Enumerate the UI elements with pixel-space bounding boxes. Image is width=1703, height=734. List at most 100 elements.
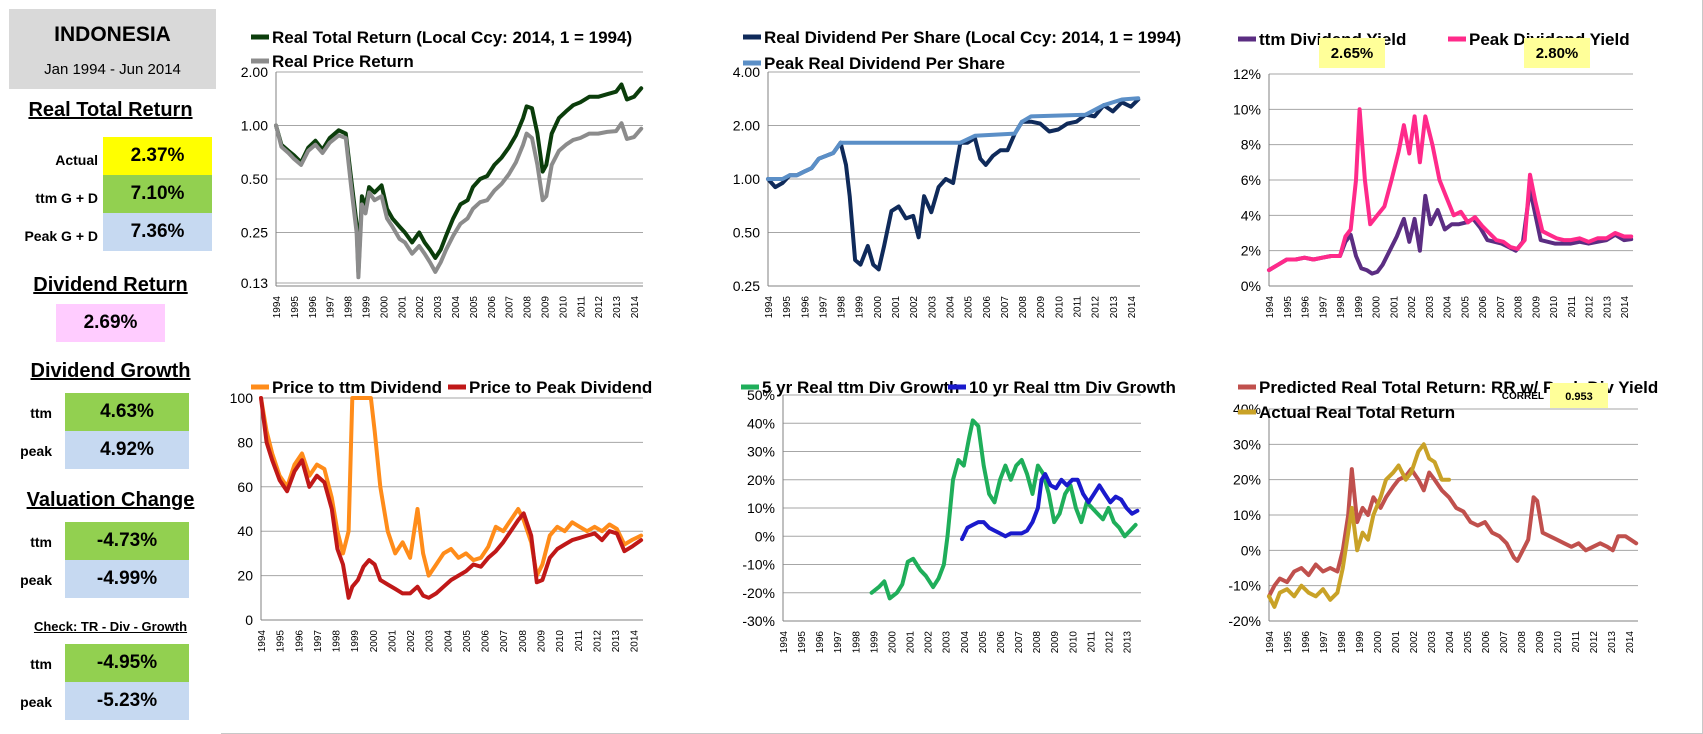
x-tick-label: 1995 xyxy=(276,630,287,653)
x-tick-label: 2006 xyxy=(1478,296,1489,319)
x-tick-label: 2013 xyxy=(612,296,623,319)
x-tick-label: 2007 xyxy=(1499,631,1510,654)
vc-peak-label: peak xyxy=(20,572,52,588)
x-tick-label: 2013 xyxy=(1109,296,1120,319)
x-tick-label: 2009 xyxy=(537,630,548,653)
legend-label-peak-real-dividend-per-share: Peak Real Dividend Per Share xyxy=(764,54,1005,73)
chart-dividend-yield: 0% 2% 4% 6% 8% 10% 12% 1994 1995 1996 1997 1998 1999… xyxy=(1233,30,1634,319)
x-tick-label: 2005 xyxy=(978,631,989,654)
x-tick-label: 1998 xyxy=(851,631,862,654)
x-tick-label: 2010 xyxy=(555,630,566,653)
x-tick-label: 2005 xyxy=(462,630,473,653)
valuation-change-heading: Valuation Change xyxy=(26,489,195,511)
x-tick-label: 2001 xyxy=(1389,296,1400,319)
x-tick-label: 1999 xyxy=(362,296,373,319)
x-tick-label: 2000 xyxy=(1372,296,1383,319)
y-tick-label: 20 xyxy=(237,568,253,584)
actual-value: 2.37% xyxy=(103,137,212,175)
x-tick-label: 2012 xyxy=(1091,296,1102,319)
x-tick-label: 2012 xyxy=(592,630,603,653)
x-tick-label: 1995 xyxy=(1283,296,1294,319)
check-ttm-value: -4.95% xyxy=(65,644,189,682)
x-tick-label: 2002 xyxy=(1409,631,1420,654)
x-tick-label: 2001 xyxy=(891,296,902,319)
x-tick-label: 1994 xyxy=(257,630,268,653)
y-tick-label: 1.00 xyxy=(733,171,760,187)
x-tick-label: 1998 xyxy=(344,296,355,319)
x-tick-label: 2012 xyxy=(1104,631,1115,654)
x-tick-label: 2000 xyxy=(1373,631,1384,654)
x-tick-label: 2001 xyxy=(387,630,398,653)
x-tick-label: 2011 xyxy=(1086,631,1097,653)
y-tick-label: 40 xyxy=(237,523,253,539)
x-tick-label: 2002 xyxy=(1407,296,1418,319)
x-tick-label: 1995 xyxy=(290,296,301,319)
y-tick-label: 0.50 xyxy=(241,171,268,187)
dividend-return-value: 2.69% xyxy=(56,304,165,342)
chart-predicted-vs-actual: -20% -10% 0% 10% 20% 30% 40% 1994 1995 1996 1997 19… xyxy=(1228,378,1658,654)
x-tick-label: 1996 xyxy=(1301,296,1312,319)
x-tick-label: 2005 xyxy=(964,296,975,319)
chart-panel-price-to-dividend: 0 20 40 60 80 100 1994 1995 1996 1997 1998 1999 2000… xyxy=(221,362,714,734)
x-tick-label: 2004 xyxy=(1443,296,1454,319)
x-tick-label: 2008 xyxy=(518,630,529,653)
x-tick-label: 1998 xyxy=(332,630,343,653)
x-tick-label: 2008 xyxy=(1517,631,1528,654)
x-tick-label: 2006 xyxy=(487,296,498,319)
y-tick-label: 40% xyxy=(1233,401,1261,417)
y-tick-label: 0% xyxy=(1241,542,1261,558)
actual-label: Actual xyxy=(55,152,98,168)
y-tick-label: -20% xyxy=(742,585,775,601)
x-tick-label: 2009 xyxy=(1531,296,1542,319)
series-line-predicted-real-total-return-rr-w-peak-div-yield xyxy=(1267,467,1639,599)
y-tick-label: 30% xyxy=(747,444,775,460)
x-tick-label: 2005 xyxy=(469,296,480,319)
x-tick-label: 1996 xyxy=(308,296,319,319)
y-tick-label: 0% xyxy=(755,528,775,544)
series-line-real-total-return-local-ccy-2014-1-1994 xyxy=(274,82,644,274)
x-tick-label: 2003 xyxy=(927,296,938,319)
x-tick-label: 2003 xyxy=(433,296,444,319)
chart-price-to-dividend: 0 20 40 60 80 100 1994 1995 1996 1997 1998 1999 2000… xyxy=(230,378,653,653)
correl-label: CORREL xyxy=(1502,391,1544,402)
x-tick-label: 1997 xyxy=(313,630,324,653)
vc-peak-value: -4.99% xyxy=(65,560,189,598)
x-tick-label: 1997 xyxy=(1319,631,1330,654)
y-tick-label: 20% xyxy=(747,472,775,488)
dividend-return-heading: Dividend Return xyxy=(33,274,188,296)
correl-value: 0.953 xyxy=(1565,391,1593,403)
x-tick-label: 2008 xyxy=(1018,296,1029,319)
x-tick-label: 2008 xyxy=(523,296,534,319)
series-line-peak-real-dividend-per-share xyxy=(766,96,1141,181)
chart-panel-dividend-growth: -30% -20% -10% 0% 10% 20% 30% 40% 50% 1994 1995 199… xyxy=(713,362,1209,734)
x-tick-label: 2013 xyxy=(611,630,622,653)
x-tick-label: 2000 xyxy=(887,631,898,654)
x-tick-label: 1998 xyxy=(1337,631,1348,654)
correl-value-box xyxy=(1550,383,1608,408)
x-tick-label: 2000 xyxy=(379,296,390,319)
check-peak-value: -5.23% xyxy=(65,682,189,720)
x-tick-label: 1996 xyxy=(294,630,305,653)
dg-peak-value: 4.92% xyxy=(65,431,189,469)
x-tick-label: 2010 xyxy=(558,296,569,319)
vc-ttm-label: ttm xyxy=(30,534,52,550)
y-tick-label: 2% xyxy=(1241,243,1261,259)
x-tick-label: 2007 xyxy=(1014,631,1025,654)
y-tick-label: 4.00 xyxy=(733,64,760,80)
y-tick-label: 0.13 xyxy=(241,275,268,291)
x-tick-label: 1999 xyxy=(1354,296,1365,319)
x-tick-label: 2012 xyxy=(594,296,605,319)
peak-gd-value: 7.36% xyxy=(103,213,212,251)
x-tick-label: 2004 xyxy=(443,630,454,653)
x-tick-label: 2008 xyxy=(1032,631,1043,654)
x-tick-label: 2014 xyxy=(1127,296,1138,319)
x-tick-label: 2005 xyxy=(1463,631,1474,654)
x-tick-label: 2004 xyxy=(945,296,956,319)
x-tick-label: 2001 xyxy=(906,631,917,654)
x-tick-label: 1996 xyxy=(800,296,811,319)
y-tick-label: 2.00 xyxy=(733,118,760,134)
legend-label-actual-real-total-return: Actual Real Total Return xyxy=(1259,403,1455,422)
ttm-gd-value: 7.10% xyxy=(103,175,212,213)
y-tick-label: -10% xyxy=(1228,578,1261,594)
x-tick-label: 2008 xyxy=(1514,296,1525,319)
